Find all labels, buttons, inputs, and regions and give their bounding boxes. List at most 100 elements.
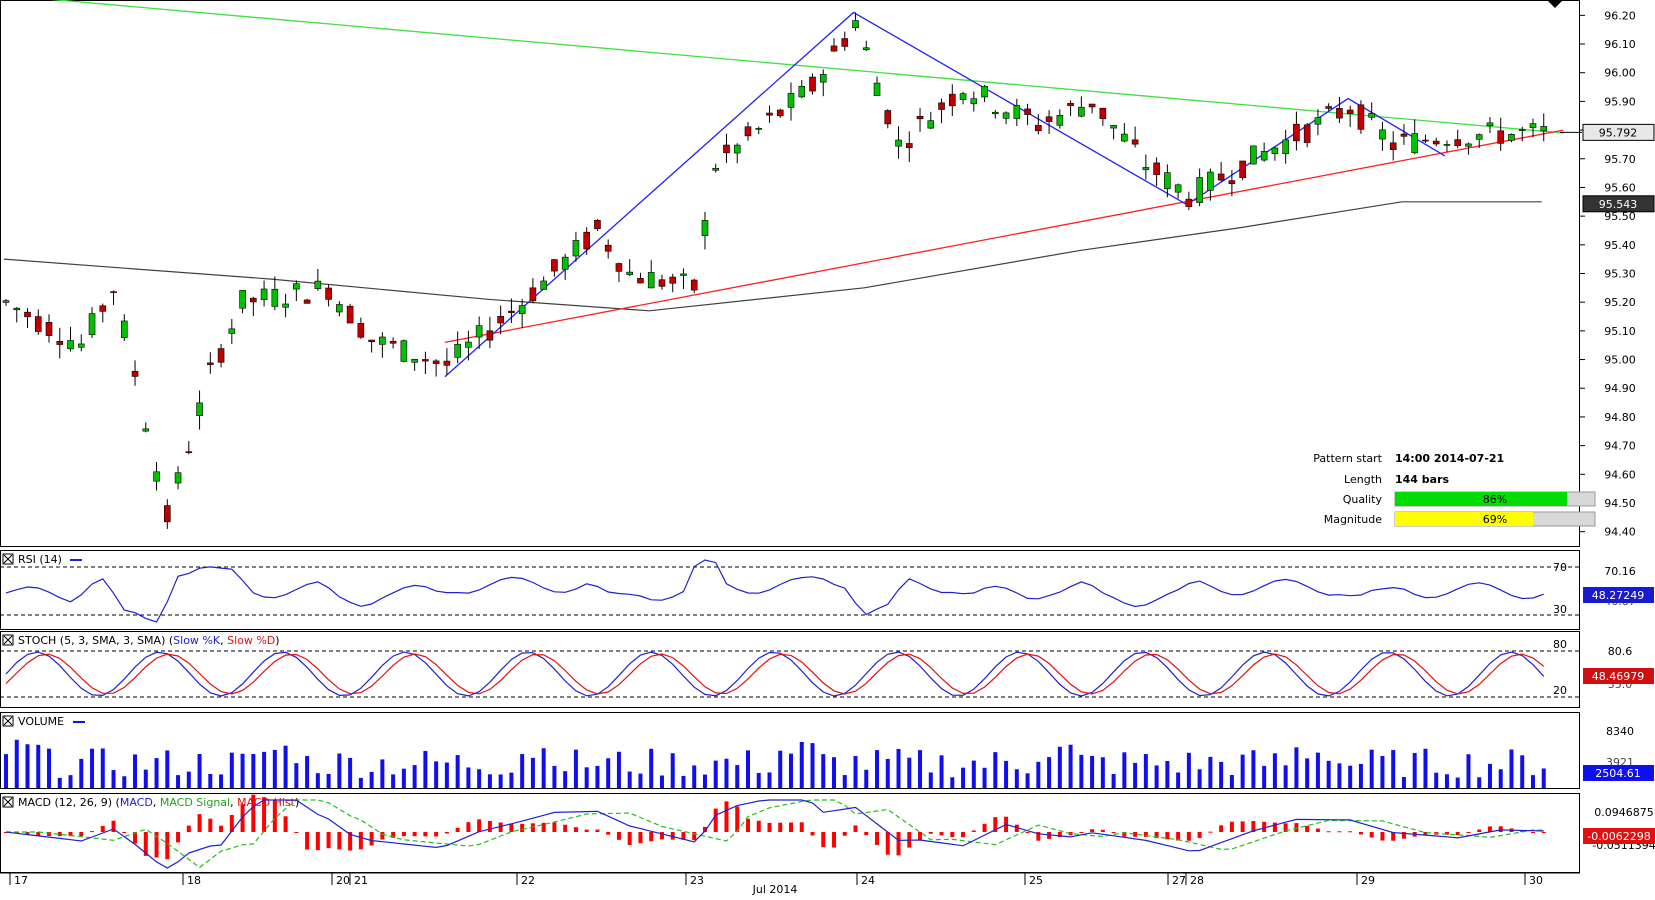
candle-bear (1218, 174, 1224, 180)
candle-bear (1401, 134, 1407, 136)
candle-bear (831, 46, 837, 51)
macd-hist-bar (251, 795, 255, 832)
volume-bar (724, 759, 728, 788)
volume-bar (391, 774, 395, 788)
volume-bar (90, 749, 94, 788)
volume-bar (1413, 753, 1417, 788)
volume-bar (1144, 754, 1148, 788)
macd-hist-bar (327, 832, 331, 848)
candle-bull (1164, 173, 1170, 189)
candle-bull (1379, 130, 1385, 139)
macd-panel: MACD (12, 26, 9) (MACD, MACD Signal, MAC… (1, 794, 1655, 873)
candle-bull (293, 284, 299, 289)
macd-hist-bar (456, 828, 460, 832)
rsi-level-70: 70 (1553, 561, 1567, 574)
macd-hist-bar (854, 825, 858, 832)
candle-bull (1272, 148, 1278, 154)
macd-title: MACD (12, 26, 9) (18, 796, 112, 809)
volume-bar (1198, 769, 1202, 788)
candle-bear (584, 232, 590, 249)
volume-bar (208, 774, 212, 788)
volume-bar (1327, 761, 1331, 788)
candle-bear (1089, 104, 1095, 107)
volume-bar (1294, 747, 1298, 788)
candle-bull (702, 220, 708, 235)
macd-hist-bar (757, 821, 761, 832)
x-tick-label: 30 (1529, 874, 1543, 887)
macd-hist-bar (1391, 832, 1395, 841)
candle-bear (1326, 107, 1332, 109)
candle-bull (14, 308, 20, 310)
candle-bull (982, 86, 988, 97)
volume-bar (445, 763, 449, 788)
candle-bear (358, 323, 364, 337)
volume-bar (423, 751, 427, 788)
volume-bar (1208, 757, 1212, 788)
scroll-indicator-icon[interactable] (1548, 1, 1562, 8)
candle-bull (541, 281, 547, 289)
volume-bar (488, 774, 492, 788)
macd-hist-bar (208, 819, 212, 832)
candle-bear (777, 110, 783, 116)
candle-bear (369, 340, 375, 342)
quality-bar-fill (1395, 492, 1567, 506)
volume-bar (187, 772, 191, 788)
candle-bear (164, 506, 170, 522)
candle-bear (745, 127, 751, 136)
candle-bear (1498, 131, 1504, 144)
x-tick-label: 29 (1361, 874, 1375, 887)
candle-bear (1025, 109, 1031, 115)
volume-bar (101, 748, 105, 788)
volume-bar (875, 750, 879, 788)
macd-hist-bar (1348, 831, 1352, 832)
pattern-info: Pattern start 14:00 2014-07-21 Length 14… (1313, 452, 1595, 526)
macd-hist-bar (176, 832, 180, 842)
volume-bar (230, 753, 234, 788)
macd-hist-bar (413, 832, 417, 836)
candle-bear (186, 452, 192, 453)
x-tick-label: 21 (354, 874, 368, 887)
candle-bull (874, 83, 880, 96)
candle-bear (1422, 140, 1428, 141)
x-tick-label: 25 (1029, 874, 1043, 887)
candle-bear (1046, 117, 1052, 122)
candle-bear (1293, 124, 1299, 141)
candle-bull (1487, 123, 1493, 126)
macd-hist-bar (897, 832, 901, 855)
stoch-k-label: Slow %K (173, 634, 221, 647)
volume-bar (337, 754, 341, 788)
candle-bear (25, 312, 31, 317)
x-tick-label: 23 (690, 874, 704, 887)
volume-bar (1520, 755, 1524, 788)
macd-hist-bar (649, 832, 653, 841)
candle-bull (1250, 146, 1256, 164)
candle-bull (465, 342, 471, 347)
volume-bar (1488, 764, 1492, 788)
volume-bar (832, 757, 836, 788)
volume-bar (1112, 774, 1116, 788)
volume-bar (316, 773, 320, 788)
candle-bear (132, 371, 138, 376)
price-tick-label: 94.90 (1604, 382, 1636, 395)
volume-bar (1509, 749, 1513, 788)
candle-bear (1068, 103, 1074, 105)
volume-bar (456, 755, 460, 788)
volume-bar (1305, 758, 1309, 788)
volume-bar (47, 749, 51, 788)
candle-bear (530, 288, 536, 301)
candle-bull (992, 112, 998, 114)
candle-bull (788, 93, 794, 107)
candle-bear (594, 220, 600, 228)
price-tick-label: 94.70 (1604, 440, 1636, 453)
pattern-zigzag-line (445, 12, 1445, 376)
candle-bear (444, 361, 450, 365)
macd-hist-bar (1542, 832, 1546, 833)
macd-hist-bar (628, 832, 632, 845)
volume-bar (918, 750, 922, 788)
magnitude-bar-fill (1395, 512, 1533, 526)
macd-hist-bar (1359, 832, 1363, 834)
svg-text:STOCH (5, 3, SMA, 3, SMA) (Slo: STOCH (5, 3, SMA, 3, SMA) (Slow %K, Slow… (18, 634, 280, 647)
candle-bull (734, 145, 740, 153)
rsi-top-tick: 70.16 (1604, 565, 1636, 578)
macd-hist-bar (294, 832, 298, 833)
